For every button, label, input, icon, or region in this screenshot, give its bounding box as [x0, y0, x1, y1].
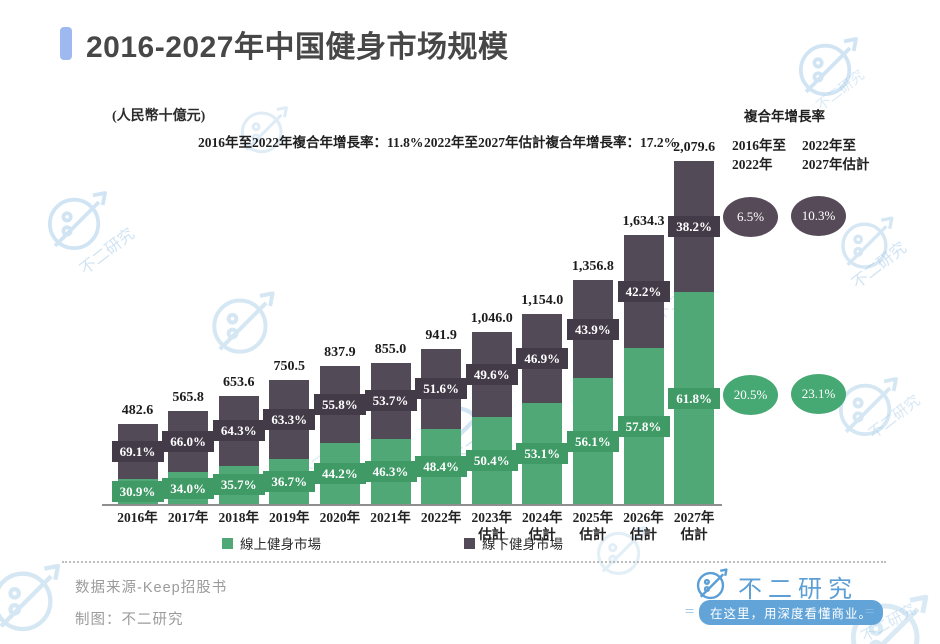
bar-pct-offline: 69.1% — [111, 441, 164, 463]
bar-pct-offline: 46.9% — [516, 347, 569, 369]
legend-label-online: 線上健身市場 — [240, 537, 321, 552]
bar-total-label: 653.6 — [222, 375, 255, 391]
x-axis-label: 2019年 — [269, 510, 310, 525]
cagr-column-header-2: 2022年至 2027年估計 — [802, 138, 870, 172]
brand-name: 不二研究 — [738, 576, 858, 603]
footer-divider — [62, 561, 886, 563]
bar-total-label: 837.9 — [324, 344, 356, 360]
bar-pct-online: 57.8% — [617, 415, 670, 437]
x-axis-label: 2020年 — [319, 510, 361, 525]
title-accent-bar — [60, 27, 72, 60]
bar-pct-online: 46.3% — [364, 460, 417, 482]
page-title: 2016-2027年中国健身市场规模 — [86, 31, 509, 64]
pill-decoration-left: ＝ — [684, 606, 695, 618]
bar-total-label: 1,046.0 — [470, 310, 513, 326]
cagr-oval-online-2022-2027: 23.1% — [791, 374, 846, 414]
legend-item-offline: 線下健身市場 — [464, 533, 563, 553]
bar-total-label: 1,356.8 — [571, 259, 614, 275]
x-axis-line — [102, 504, 722, 506]
bar-pct-online: 50.4% — [465, 450, 518, 472]
bar-pct-online: 36.7% — [263, 470, 316, 492]
cagr-oval-offline-2022-2027: 10.3% — [791, 196, 846, 236]
bar-pct-online: 44.2% — [313, 462, 366, 484]
bar-pct-online: 48.4% — [415, 455, 468, 477]
bar-total-label: 750.5 — [273, 359, 306, 375]
brand-logo-icon — [694, 566, 730, 602]
bar-pct-online: 56.1% — [566, 430, 619, 452]
bar-total-label: 1,634.3 — [622, 213, 665, 229]
bar-total-label: 1,154.0 — [521, 292, 564, 308]
bar-pct-online: 53.1% — [516, 442, 569, 464]
bar-pct-offline: 38.2% — [668, 216, 721, 238]
bar-pct-online: 30.9% — [111, 481, 164, 503]
cagr-oval-online-2016-2022: 20.5% — [723, 375, 778, 415]
bar-pct-online: 61.8% — [668, 387, 721, 409]
bar-pct-offline: 66.0% — [162, 430, 215, 452]
bar-pct-offline: 64.3% — [212, 420, 265, 442]
brand-tagline-pill: 在这里，用深度看懂商业。 — [699, 600, 884, 625]
bar-pct-online: 34.0% — [162, 477, 215, 499]
data-source-text: 数据来源-Keep招股书 — [75, 580, 228, 596]
credit-text: 制图：不二研究 — [75, 612, 184, 628]
x-axis-label: 2021年 — [370, 510, 411, 525]
bar-total-label: 855.0 — [374, 342, 407, 357]
x-axis-label: 2017年 — [167, 510, 209, 525]
bar-total-label: 941.9 — [425, 327, 457, 343]
cagr-column-header-1: 2016年至 2022年 — [732, 138, 786, 172]
bar-pct-offline: 53.7% — [364, 390, 417, 412]
cagr-annotation-2022-2027: 2022年至2027年估計複合年增長率：17.2% — [424, 135, 678, 150]
x-axis-label: 2023年 估計 — [471, 510, 512, 542]
x-axis-label: 2022年 — [420, 510, 462, 525]
bar-pct-online: 35.7% — [212, 474, 265, 496]
legend-marker-online — [222, 537, 233, 549]
bar-pct-offline: 63.3% — [263, 408, 316, 430]
bar-total-label: 2,079.6 — [673, 140, 716, 156]
cagr-annotation-2016-2022: 2016年至2022年複合年增長率：11.8% — [198, 135, 424, 150]
cagr-panel-header: 複合年增長率 — [744, 109, 825, 124]
x-axis-label: 2025年 估計 — [572, 510, 614, 542]
bar-pct-offline: 42.2% — [617, 280, 670, 302]
y-axis-unit-label: (人民幣十億元) — [112, 109, 206, 124]
bar-pct-offline: 55.8% — [313, 393, 366, 415]
x-axis-label: 2018年 — [218, 510, 259, 525]
cagr-oval-offline-2016-2022: 6.5% — [723, 197, 778, 237]
x-axis-label: 2027年 估計 — [673, 510, 715, 542]
x-axis-label: 2026年 估計 — [623, 510, 664, 542]
bar-pct-offline: 51.6% — [415, 378, 468, 400]
legend-label-offline: 線下健身市場 — [482, 537, 563, 552]
legend-marker-offline — [464, 537, 475, 549]
bar-pct-offline: 49.6% — [465, 363, 518, 385]
legend-item-online: 線上健身市場 — [222, 533, 321, 553]
x-axis-label: 2016年 — [117, 510, 158, 525]
bar-total-label: 565.8 — [172, 389, 204, 405]
pill-decoration-right: ＝ — [864, 606, 875, 618]
bar-total-label: 482.6 — [121, 403, 154, 419]
x-axis-label: 2024年 估計 — [522, 510, 563, 542]
bar-pct-offline: 43.9% — [566, 318, 619, 340]
